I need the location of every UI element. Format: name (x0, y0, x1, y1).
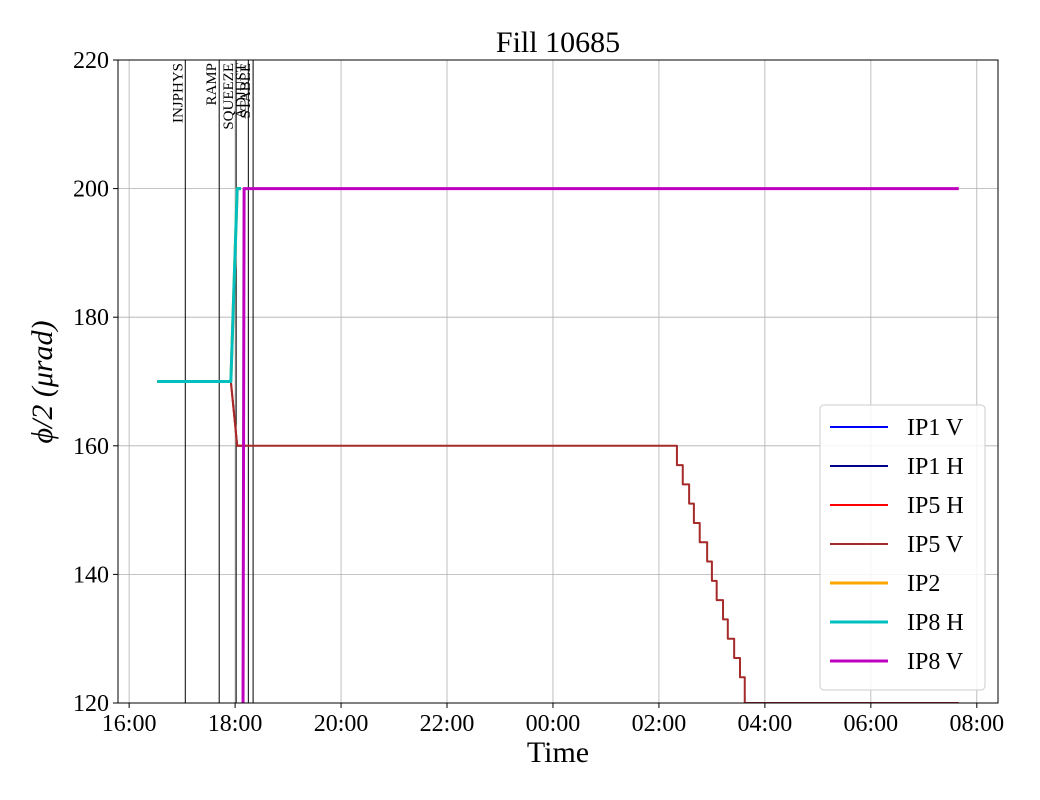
data-line (157, 187, 241, 383)
x-tick-label: 16:00 (102, 711, 157, 737)
phase-label: SQUEEZE (221, 63, 237, 130)
y-tick-label: 160 (73, 434, 109, 460)
legend-label: IP8 H (907, 610, 964, 636)
y-tick-label: 200 (73, 177, 109, 203)
phase-label: ADJUST (233, 63, 249, 119)
x-tick-label: 22:00 (420, 711, 475, 737)
data-line (157, 187, 241, 383)
x-tick-label: 02:00 (632, 711, 687, 737)
x-axis-label: Time (527, 736, 589, 769)
x-tick-label: 04:00 (738, 711, 793, 737)
phase-label: INJPHYS (170, 63, 186, 123)
legend-label: IP1 H (907, 454, 964, 480)
x-tick-label: 08:00 (949, 711, 1004, 737)
plot-frame (117, 59, 999, 704)
data-line (157, 187, 241, 383)
data-line (241, 187, 959, 703)
data-line (157, 187, 241, 383)
legend-box (819, 404, 986, 691)
x-tick-label: 18:00 (208, 711, 263, 737)
legend-label: IP8 V (907, 649, 964, 675)
x-tick-label: 20:00 (314, 711, 369, 737)
x-tick-label: 06:00 (844, 711, 899, 737)
chart-title: Fill 10685 (496, 26, 620, 59)
legend-label: IP1 V (907, 415, 964, 441)
y-tick-label: 120 (73, 691, 109, 717)
legend-label: IP2 (907, 571, 940, 597)
y-tick-label: 220 (73, 48, 109, 74)
phase-label: RAMP (204, 63, 220, 106)
y-axis-label: ϕ/2 (μrad) (26, 320, 59, 443)
data-line (157, 380, 959, 703)
y-tick-label: 140 (73, 562, 109, 588)
legend-label: IP5 H (907, 493, 964, 519)
plot-lines (157, 187, 959, 703)
y-tick-label: 180 (73, 305, 109, 331)
legend-label: IP5 V (907, 532, 964, 558)
phase-label: STABLE (238, 63, 254, 118)
x-tick-label: 00:00 (526, 711, 581, 737)
